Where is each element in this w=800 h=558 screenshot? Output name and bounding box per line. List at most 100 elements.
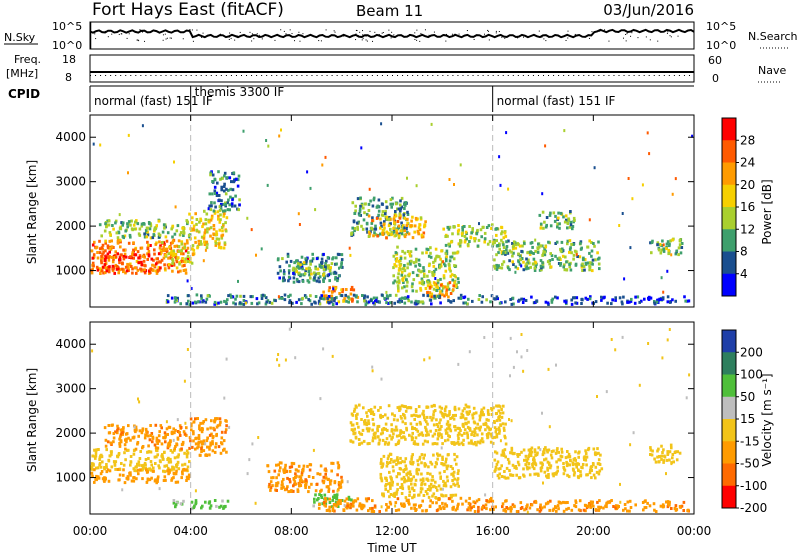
heatmap-cell <box>191 216 194 220</box>
heatmap-cell <box>405 499 409 503</box>
heatmap-cell <box>407 498 410 502</box>
heatmap-cell <box>403 480 406 484</box>
heatmap-cell <box>381 431 384 435</box>
heatmap-cell <box>451 479 454 482</box>
heatmap-cell <box>333 270 337 274</box>
nave-dot <box>543 75 544 76</box>
heatmap-cell <box>336 461 340 465</box>
heatmap-cell <box>445 475 449 479</box>
heatmap-cell <box>447 227 451 231</box>
heatmap-cell <box>495 239 498 243</box>
heatmap-cell <box>130 265 133 268</box>
colorbar-swatch <box>722 273 736 297</box>
heatmap-noise-cell <box>627 177 630 180</box>
heatmap-cell <box>335 497 339 500</box>
heatmap-cell <box>458 427 461 431</box>
heatmap-cell <box>123 252 127 256</box>
heatmap-cell <box>442 276 446 280</box>
heatmap-cell <box>320 257 324 261</box>
heatmap-cell <box>495 428 498 431</box>
heatmap-cell <box>539 222 543 226</box>
heatmap-cell <box>524 267 528 271</box>
heatmap-cell <box>665 500 668 504</box>
heatmap-cell <box>208 433 212 437</box>
heatmap-cell <box>162 256 166 260</box>
heatmap-cell <box>110 255 113 259</box>
heatmap-cell <box>117 231 121 235</box>
heatmap-cell <box>143 235 147 239</box>
nave-dot <box>281 75 283 76</box>
heatmap-cell <box>473 239 477 243</box>
heatmap-cell <box>383 220 386 224</box>
heatmap-cell <box>353 211 357 215</box>
heatmap-cell <box>503 428 506 432</box>
nave-dot <box>603 75 605 76</box>
heatmap-cell <box>185 239 189 243</box>
heatmap-cell <box>301 279 305 283</box>
heatmap-noise-cell <box>509 374 511 378</box>
heatmap-cell <box>458 242 462 246</box>
heatmap-cell <box>392 432 395 436</box>
heatmap-cell <box>500 475 504 478</box>
heatmap-cell <box>394 293 398 297</box>
heatmap-cell <box>402 470 406 474</box>
heatmap-cell <box>409 462 413 466</box>
heatmap-cell <box>410 435 414 439</box>
heatmap-noise-cell <box>478 222 480 226</box>
heatmap-cell <box>407 487 411 491</box>
heatmap-cell <box>333 297 337 300</box>
heatmap-cell <box>194 417 197 421</box>
heatmap-cell <box>362 439 366 443</box>
x-tick-label: 00:00 <box>73 524 108 538</box>
heatmap-cell <box>332 495 335 499</box>
heatmap-cell <box>442 505 445 509</box>
heatmap-cell <box>444 264 447 268</box>
nsearch-dot <box>111 33 113 35</box>
heatmap-cell <box>398 234 401 238</box>
heatmap-cell <box>400 232 404 236</box>
nsearch-dot <box>414 32 416 34</box>
heatmap-cell <box>419 422 422 426</box>
heatmap-cell <box>427 433 430 437</box>
heatmap-cell <box>199 453 202 457</box>
heatmap-cell <box>288 465 292 469</box>
heatmap-cell <box>174 505 177 509</box>
nave-dot <box>220 75 222 76</box>
heatmap-noise-cell <box>298 223 301 226</box>
heatmap-cell <box>387 489 390 493</box>
heatmap-cell <box>497 409 500 413</box>
heatmap-cell <box>351 298 354 302</box>
heatmap-cell <box>218 220 222 224</box>
heatmap-cell <box>397 268 401 272</box>
heatmap-cell <box>566 455 570 459</box>
heatmap-cell <box>588 261 592 265</box>
heatmap-cell <box>213 419 216 423</box>
heatmap-cell <box>572 257 575 261</box>
heatmap-cell <box>501 241 505 245</box>
heatmap-cell <box>404 422 407 426</box>
heatmap-cell <box>592 242 595 245</box>
heatmap-cell <box>379 217 382 221</box>
heatmap-cell <box>445 259 448 263</box>
heatmap-noise-cell <box>246 472 249 476</box>
heatmap-cell <box>132 223 136 227</box>
heatmap-cell <box>224 202 227 206</box>
heatmap-cell <box>145 235 149 239</box>
heatmap-cell <box>646 501 649 505</box>
heatmap-cell <box>311 257 315 261</box>
heatmap-cell <box>404 409 408 413</box>
heatmap-cell <box>459 297 463 300</box>
heatmap-cell <box>118 467 122 471</box>
colorbar-swatch <box>722 352 736 375</box>
heatmap-cell <box>312 271 316 275</box>
heatmap-cell <box>551 472 555 476</box>
heatmap-cell <box>322 479 326 483</box>
heatmap-cell <box>656 455 659 459</box>
heatmap-cell <box>211 180 214 183</box>
heatmap-cell <box>218 208 222 212</box>
heatmap-cell <box>230 202 234 206</box>
heatmap-cell <box>263 294 266 298</box>
heatmap-cell <box>451 499 454 503</box>
heatmap-cell <box>422 266 425 270</box>
heatmap-cell <box>322 252 325 256</box>
